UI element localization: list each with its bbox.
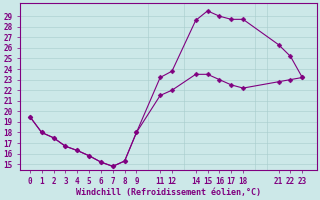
X-axis label: Windchill (Refroidissement éolien,°C): Windchill (Refroidissement éolien,°C) — [76, 188, 261, 197]
